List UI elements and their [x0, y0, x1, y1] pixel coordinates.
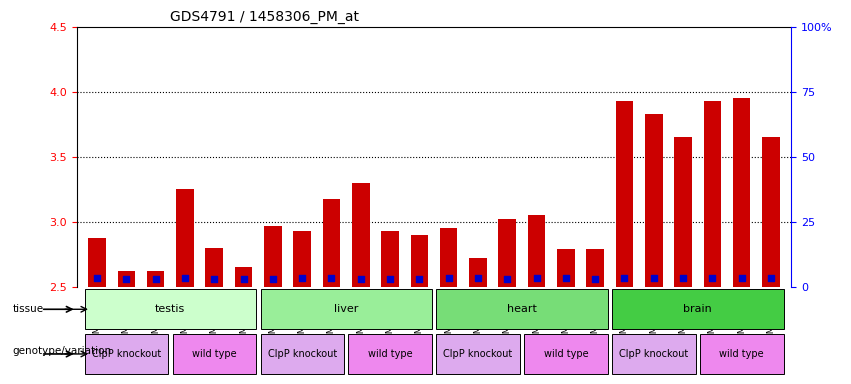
Bar [294, 231, 311, 287]
Point [266, 275, 280, 281]
FancyBboxPatch shape [260, 334, 344, 374]
FancyBboxPatch shape [348, 334, 432, 374]
Point [149, 276, 163, 282]
Text: testis: testis [155, 304, 186, 314]
Point [237, 276, 250, 282]
FancyBboxPatch shape [85, 289, 256, 329]
Bar [440, 228, 458, 287]
FancyBboxPatch shape [524, 334, 608, 374]
Bar [586, 249, 604, 287]
Bar [235, 267, 253, 287]
Bar [410, 235, 428, 287]
Point [295, 275, 309, 281]
Bar [645, 114, 663, 287]
Bar [615, 101, 633, 287]
Text: heart: heart [507, 304, 537, 314]
FancyBboxPatch shape [437, 334, 520, 374]
Text: brain: brain [683, 304, 712, 314]
Text: ClpP knockout: ClpP knockout [267, 349, 337, 359]
Point [442, 275, 455, 281]
Text: GDS4791 / 1458306_PM_at: GDS4791 / 1458306_PM_at [169, 10, 358, 25]
Bar [733, 98, 751, 287]
Bar [528, 215, 545, 287]
Bar [264, 226, 282, 287]
Bar [352, 183, 369, 287]
Bar [176, 189, 194, 287]
Point [120, 276, 134, 282]
Text: wild type: wild type [719, 349, 764, 359]
Bar [117, 271, 135, 287]
Bar [499, 219, 516, 287]
Text: tissue: tissue [13, 304, 44, 314]
Point [383, 275, 397, 281]
Point [471, 275, 485, 281]
FancyBboxPatch shape [173, 334, 256, 374]
Point [413, 275, 426, 281]
Bar [704, 101, 721, 287]
Text: liver: liver [334, 304, 358, 314]
Bar [469, 258, 487, 287]
Bar [323, 199, 340, 287]
Bar [89, 238, 106, 287]
Point [529, 275, 543, 281]
Text: genotype/variation: genotype/variation [13, 346, 111, 356]
Bar [674, 137, 692, 287]
Text: ClpP knockout: ClpP knockout [620, 349, 688, 359]
Text: wild type: wild type [192, 349, 237, 359]
Point [647, 275, 660, 281]
Point [705, 275, 719, 281]
Point [618, 275, 631, 281]
Text: ClpP knockout: ClpP knockout [92, 349, 161, 359]
Bar [762, 137, 780, 287]
FancyBboxPatch shape [85, 334, 168, 374]
FancyBboxPatch shape [700, 334, 784, 374]
Point [500, 276, 514, 282]
Point [354, 275, 368, 281]
FancyBboxPatch shape [612, 289, 784, 329]
FancyBboxPatch shape [437, 289, 608, 329]
Bar [147, 271, 164, 287]
Point [588, 276, 602, 282]
Point [734, 275, 748, 281]
Point [677, 275, 690, 281]
Point [90, 275, 104, 281]
FancyBboxPatch shape [612, 334, 695, 374]
Bar [557, 249, 574, 287]
Bar [205, 248, 223, 287]
Text: wild type: wild type [544, 349, 588, 359]
Bar [381, 231, 399, 287]
Point [178, 275, 191, 281]
Point [559, 275, 573, 281]
Point [325, 275, 339, 281]
Point [764, 275, 778, 281]
FancyBboxPatch shape [260, 289, 432, 329]
Text: ClpP knockout: ClpP knockout [443, 349, 512, 359]
Point [208, 276, 221, 282]
Text: wild type: wild type [368, 349, 413, 359]
